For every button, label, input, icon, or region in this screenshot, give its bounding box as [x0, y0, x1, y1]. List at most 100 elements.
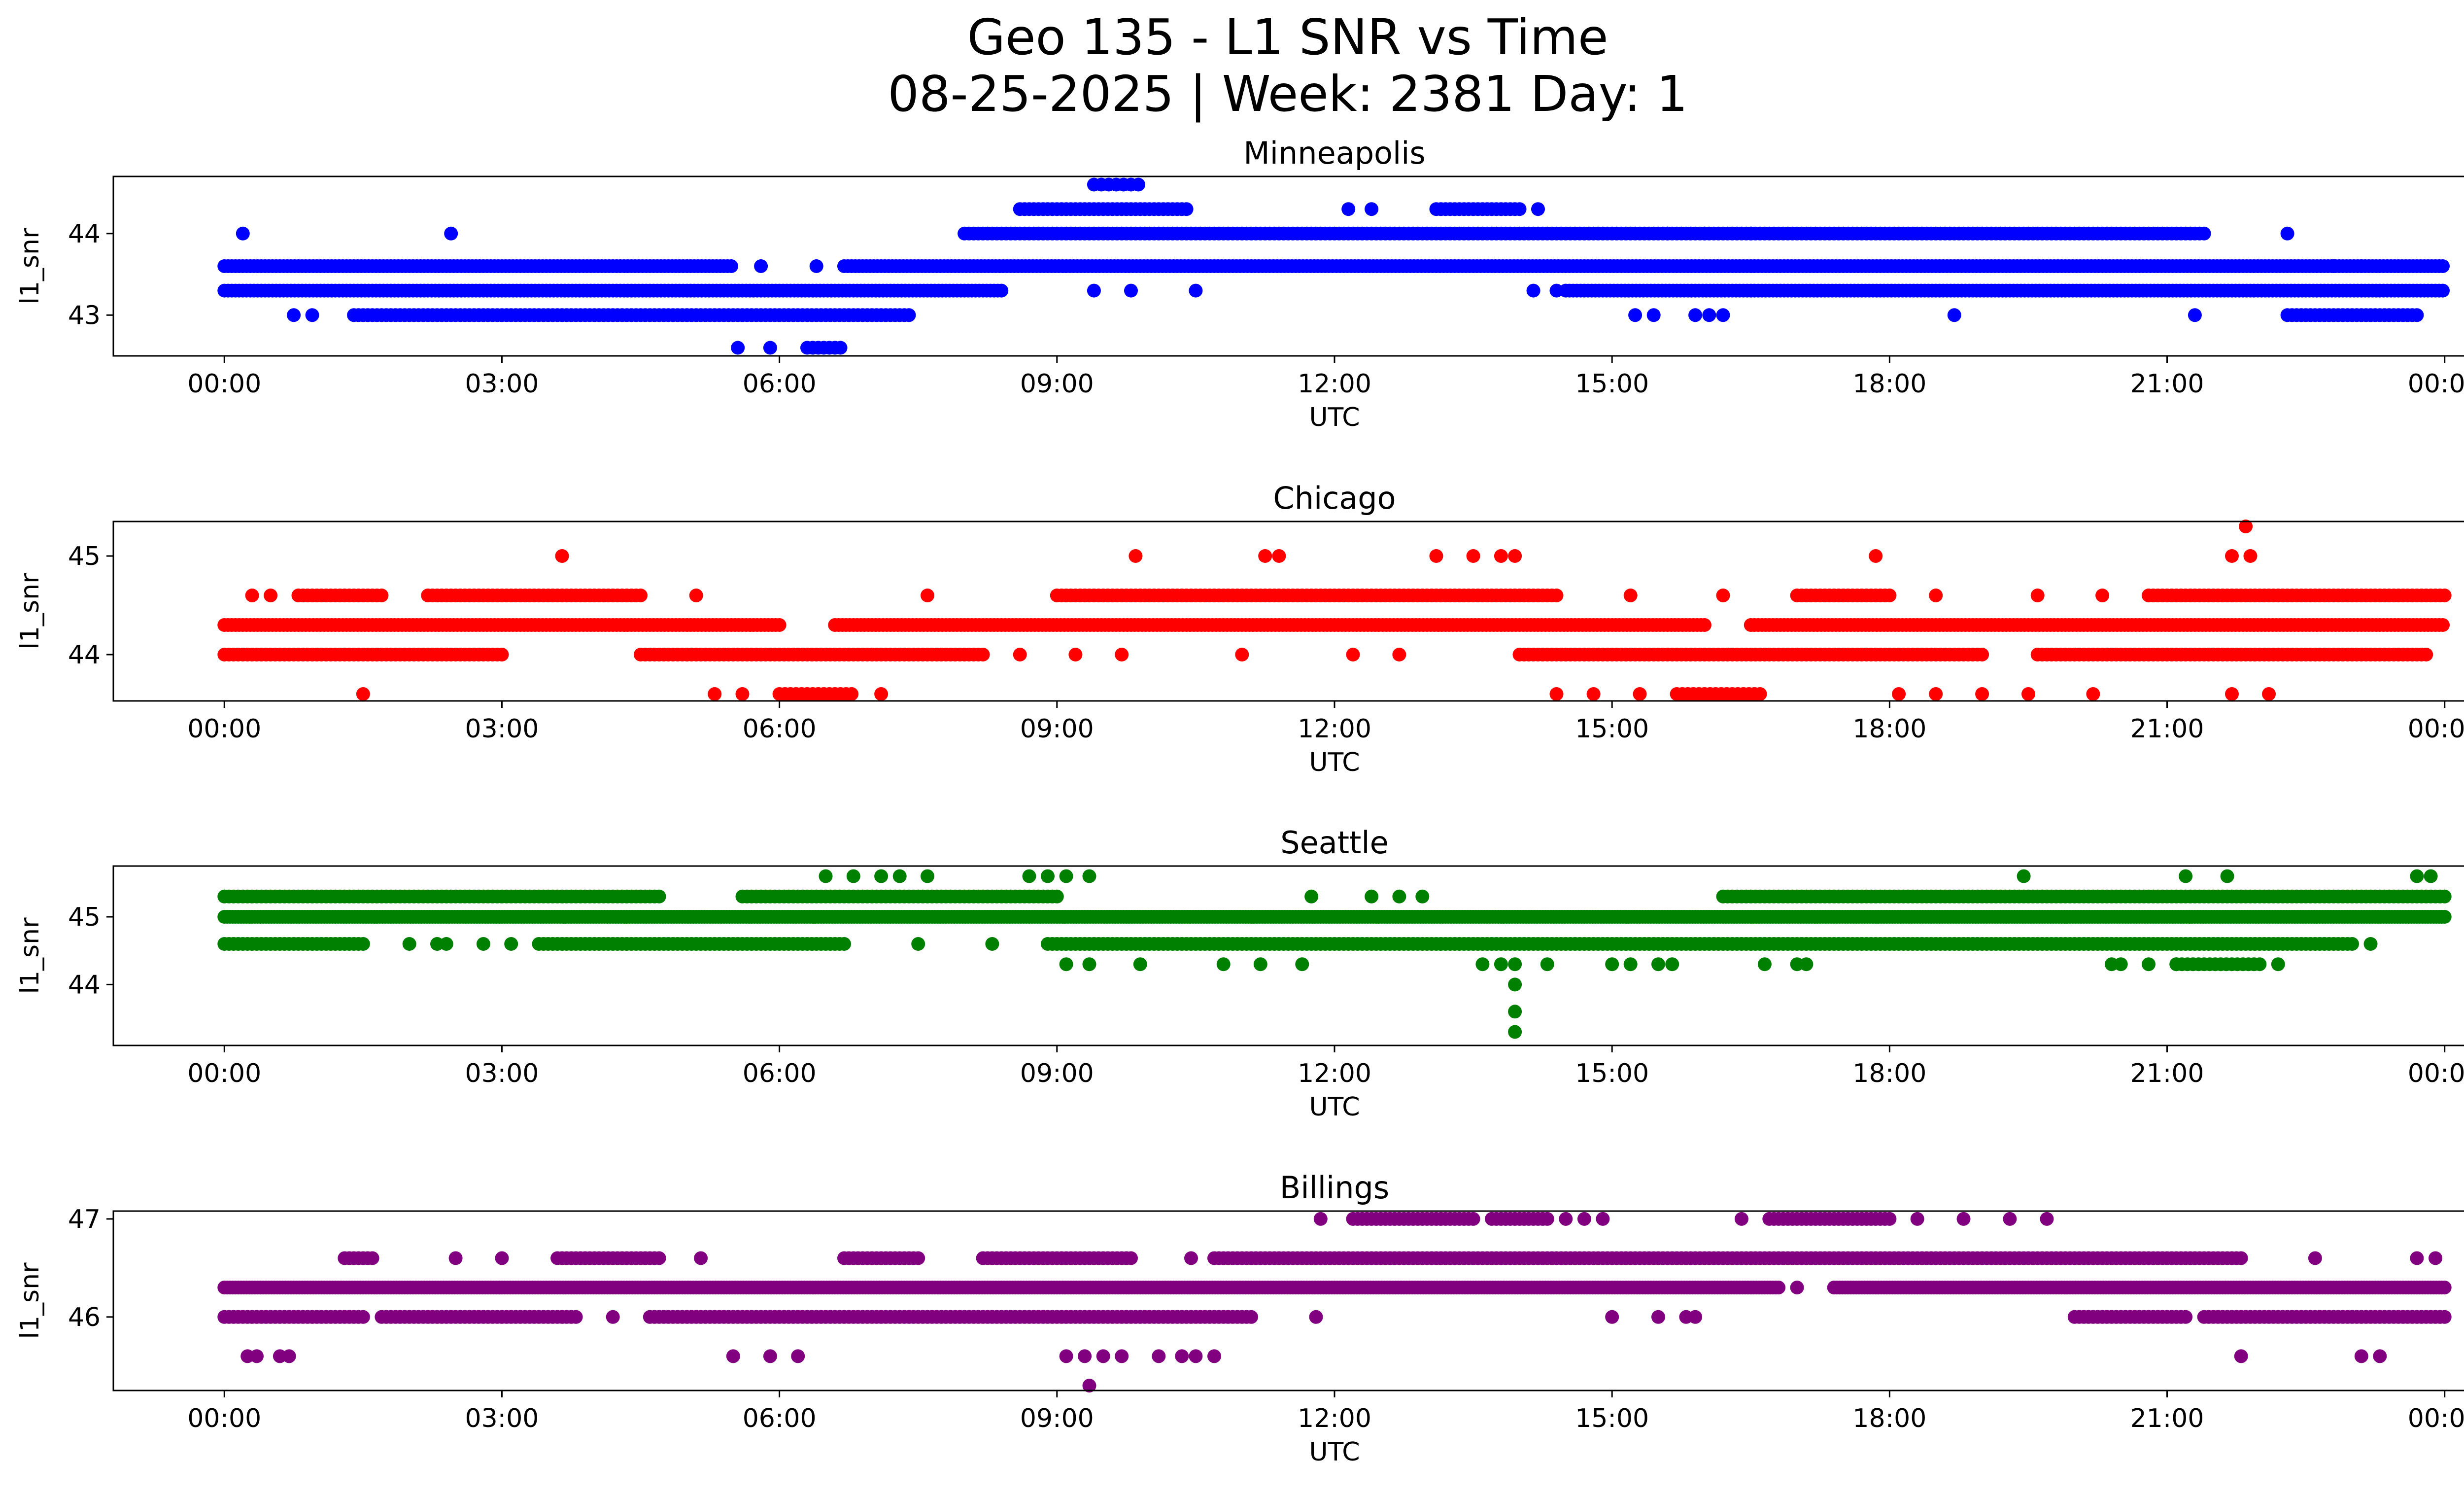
- figure-title-line2: 08-25-2025 | Week: 2381 Day: 1: [888, 65, 1687, 123]
- data-point: [874, 687, 889, 701]
- data-point: [1415, 889, 1430, 904]
- data-point: [2243, 549, 2258, 563]
- data-point: [921, 589, 934, 602]
- data-point: [652, 889, 666, 904]
- data-point: [1757, 957, 1772, 972]
- data-point: [1665, 957, 1679, 972]
- data-point: [846, 869, 860, 883]
- data-point: [1646, 308, 1661, 322]
- data-point: [1549, 687, 1564, 701]
- x-tick-label: 03:00: [465, 369, 539, 399]
- data-point: [2030, 589, 2045, 602]
- figure-title-line1: Geo 135 - L1 SNR vs Time: [967, 8, 1608, 66]
- data-point: [1869, 549, 1883, 563]
- data-point: [1633, 687, 1647, 701]
- data-point: [708, 687, 722, 701]
- data-point: [305, 308, 319, 322]
- data-point: [1429, 549, 1443, 563]
- data-point: [2253, 957, 2267, 972]
- data-point: [264, 589, 278, 602]
- x-tick-label: 06:00: [743, 1059, 817, 1088]
- data-point: [1022, 869, 1036, 883]
- data-point: [874, 869, 889, 883]
- y-tick-label: 45: [68, 542, 101, 571]
- x-tick-label: 00:00: [2408, 1059, 2464, 1088]
- data-point: [2410, 869, 2424, 883]
- data-point: [2225, 549, 2239, 563]
- x-tick-label: 15:00: [1575, 1059, 1649, 1088]
- data-point: [754, 259, 768, 273]
- x-tick-label: 09:00: [1020, 1059, 1094, 1088]
- x-tick-label: 12:00: [1298, 1059, 1371, 1088]
- x-axis-label: UTC: [1309, 403, 1360, 432]
- data-point: [2424, 869, 2438, 883]
- data-point: [1716, 589, 1730, 602]
- data-point: [1688, 308, 1703, 322]
- data-point: [1050, 889, 1064, 904]
- data-point: [1466, 549, 1480, 563]
- data-point: [837, 937, 851, 951]
- data-point: [2225, 687, 2239, 701]
- data-point: [1235, 648, 1249, 661]
- x-tick-label: 06:00: [743, 714, 817, 744]
- panel-title: Minneapolis: [1243, 135, 1426, 171]
- data-point: [976, 648, 990, 661]
- data-point: [1365, 889, 1379, 904]
- data-point: [2419, 648, 2433, 661]
- x-tick-label: 15:00: [1575, 714, 1649, 744]
- data-point: [1189, 283, 1203, 298]
- data-point: [2021, 687, 2035, 701]
- data-point: [1131, 177, 1145, 192]
- data-point: [1929, 687, 1943, 701]
- data-point: [724, 259, 738, 273]
- x-tick-label: 00:00: [187, 369, 261, 399]
- data-point: [1697, 618, 1711, 632]
- data-point: [1526, 283, 1540, 298]
- data-point: [2271, 957, 2285, 972]
- data-point: [1295, 957, 1309, 972]
- data-point: [1716, 308, 1730, 322]
- data-point: [245, 589, 259, 602]
- x-tick-label: 09:00: [1020, 369, 1094, 399]
- data-point: [1605, 957, 1619, 972]
- data-point: [2437, 889, 2452, 904]
- data-point: [2188, 308, 2202, 322]
- data-point: [1304, 889, 1319, 904]
- data-point: [2327, 259, 2341, 273]
- data-point: [1475, 957, 1490, 972]
- data-point: [902, 308, 916, 322]
- x-tick-label: 09:00: [1020, 714, 1094, 744]
- x-tick-label: 03:00: [465, 714, 539, 744]
- data-point: [2262, 687, 2276, 701]
- x-tick-label: 00:00: [187, 1059, 261, 1088]
- data-point: [1494, 957, 1508, 972]
- data-point: [1975, 687, 1989, 701]
- data-point: [1068, 648, 1083, 661]
- data-point: [1346, 648, 1360, 661]
- x-tick-label: 18:00: [1852, 369, 1926, 399]
- y-tick-label: 44: [68, 219, 101, 249]
- data-point: [2179, 869, 2193, 883]
- data-point: [1892, 687, 1906, 701]
- data-point: [1115, 648, 1129, 661]
- panel-title: Seattle: [1280, 825, 1388, 861]
- x-axis-label: UTC: [1309, 1092, 1360, 1122]
- y-tick-label: 44: [68, 970, 101, 1000]
- x-tick-label: 12:00: [1298, 369, 1371, 399]
- data-point: [985, 937, 999, 951]
- data-point: [1059, 957, 1073, 972]
- data-point: [1341, 202, 1356, 216]
- data-point: [634, 589, 648, 602]
- panel-title: Billings: [1280, 1170, 1389, 1206]
- data-point: [1508, 957, 1522, 972]
- data-point: [1623, 589, 1638, 602]
- data-point: [1508, 1025, 1522, 1039]
- data-point: [1512, 202, 1527, 216]
- data-point: [1753, 687, 1767, 701]
- data-point: [2345, 937, 2359, 951]
- data-point: [1494, 549, 1508, 563]
- data-point: [1549, 283, 1564, 298]
- data-point: [2437, 910, 2452, 924]
- data-point: [1947, 308, 1961, 322]
- x-tick-label: 06:00: [743, 369, 817, 399]
